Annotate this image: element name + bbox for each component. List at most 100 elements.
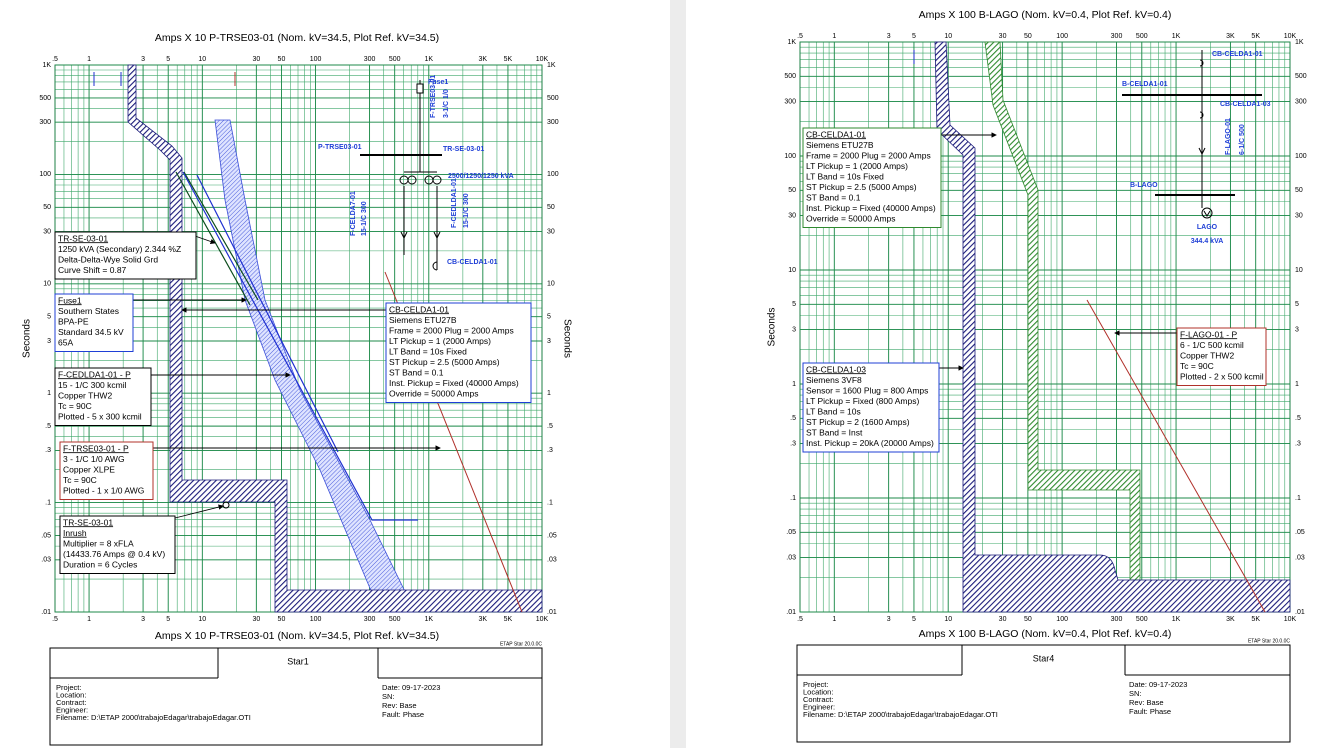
y-tick-label: 5 xyxy=(1295,301,1299,308)
footer-field: Date: 09-17-2023 xyxy=(382,683,440,692)
x-tick-label: 5K xyxy=(504,56,513,63)
label-box xyxy=(59,441,154,500)
x-tick-label: 50 xyxy=(1024,616,1032,623)
x-tick-label: 10K xyxy=(536,56,549,63)
x-tick-label: 100 xyxy=(1056,616,1068,623)
label-title: F-LAGO-01 - P xyxy=(1180,329,1237,339)
footer-field: Filename: D:\ETAP 2000\trabajoEdagar\tra… xyxy=(803,710,998,719)
x-tick-label: 500 xyxy=(389,56,401,63)
diagram-label: F-CEDLDA1-01 xyxy=(451,178,458,228)
label-line: 3 - 1/C 1/0 AWG xyxy=(63,454,125,464)
cable-curve xyxy=(1086,299,1266,613)
y-tick-label: .01 xyxy=(41,609,51,616)
label-title: CB-CELDA1-03 xyxy=(806,364,866,374)
x-tick-label: 1K xyxy=(424,616,433,623)
x-tick-label: 3K xyxy=(1226,33,1235,40)
label-line: ST Pickup = 2.5 (5000 Amps) xyxy=(806,182,917,192)
label-subtitle: Inrush xyxy=(63,528,87,538)
y-tick-label: 5 xyxy=(792,301,796,308)
arrows xyxy=(938,132,1177,371)
y-tick-label: 5 xyxy=(47,314,51,321)
diagram-label: LAGO xyxy=(1197,224,1218,231)
x-tick-label: 50 xyxy=(278,56,286,63)
x-tick-label: 1 xyxy=(832,33,836,40)
transformer-damage xyxy=(175,171,259,306)
label-line: Inst. Pickup = 20kA (20000 Amps) xyxy=(806,438,934,448)
y-tick-label: .01 xyxy=(547,609,557,616)
x-tick-label: 300 xyxy=(1111,616,1123,623)
footer-lines xyxy=(50,648,542,679)
version: ETAP Star 20.0.0C xyxy=(500,641,542,647)
label-title: CB-CELDA1-01 xyxy=(389,304,449,314)
x-tick-label: 10 xyxy=(198,56,206,63)
footer-field: Fault: Phase xyxy=(382,710,424,719)
label-line: LT Pickup = Fixed (800 Amps) xyxy=(806,396,919,406)
label-title: F-TRSE03-01 - P xyxy=(63,443,129,453)
y-tick-label: 1 xyxy=(547,390,551,397)
label-line: Override = 50000 Amps xyxy=(806,213,896,223)
y-tick-label: 100 xyxy=(1295,153,1307,160)
y-tick-label: 3 xyxy=(47,338,51,345)
y-tick-label: 500 xyxy=(1295,73,1307,80)
x-tick-label: .5 xyxy=(52,56,58,63)
label-box xyxy=(54,231,197,280)
x-tick-label: 500 xyxy=(1136,616,1148,623)
plot-title: Amps X 100 B-LAGO (Nom. kV=0.4, Plot Ref… xyxy=(919,9,1172,21)
label-line: Frame = 2000 Plug = 2000 Amps xyxy=(389,325,514,335)
label-line: Copper XLPE xyxy=(63,464,115,474)
y-tick-label: .5 xyxy=(547,423,553,430)
y-tick-label: .05 xyxy=(786,529,796,536)
x-tick-label: 1K xyxy=(1172,33,1181,40)
y-tick-label: 5 xyxy=(547,314,551,321)
diagram-label: F-CELDA7-01 xyxy=(350,191,357,236)
label-line: LT Band = 10s xyxy=(806,406,861,416)
label-line: ST Band = 0.1 xyxy=(389,367,444,377)
label-box xyxy=(59,515,176,574)
label-title: F-CEDLDA1-01 - P xyxy=(58,369,131,379)
x-tick-label: 10K xyxy=(1284,616,1297,623)
x-tick-label: 5K xyxy=(1251,33,1260,40)
label-line: Siemens ETU27B xyxy=(806,140,874,150)
label-line: Sensor = 1600 Plug = 800 Amps xyxy=(806,385,928,395)
label-box xyxy=(802,127,942,228)
y-tick-label: 500 xyxy=(547,95,559,102)
y-tick-label: 100 xyxy=(784,153,796,160)
x-tick-label: 10 xyxy=(944,33,952,40)
one-line-right xyxy=(1122,50,1262,219)
y-tick-label: 3 xyxy=(547,338,551,345)
label-line: (14433.76 Amps @ 0.4 kV) xyxy=(63,549,165,559)
x-tick-label: 1 xyxy=(832,616,836,623)
label-line: Standard 34.5 kV xyxy=(58,327,124,337)
plot-title: Amps X 10 P-TRSE03-01 (Nom. kV=34.5, Plo… xyxy=(155,630,439,642)
label-box xyxy=(802,362,940,453)
diagram-label: CB-CELDA1-01 xyxy=(447,259,498,266)
label-line: LT Band = 10s Fixed xyxy=(806,171,884,181)
x-tick-label: .5 xyxy=(797,33,803,40)
x-tick-label: 3 xyxy=(141,616,145,623)
label-line: Southern States xyxy=(58,306,119,316)
label-line: Delta-Delta-Wye Solid Grd xyxy=(58,254,158,264)
diagram-label: F-TRSE03-01 xyxy=(430,75,437,118)
x-tick-label: 50 xyxy=(278,616,286,623)
y-tick-label: .05 xyxy=(41,532,51,539)
y-tick-label: 30 xyxy=(547,228,555,235)
diagram-label: B-CELDA1-01 xyxy=(1122,81,1168,88)
x-tick-label: 30 xyxy=(252,56,260,63)
footer-star: Star4 xyxy=(1033,653,1055,663)
label-box xyxy=(385,302,532,403)
curves-left xyxy=(93,64,543,613)
y-tick-label: 300 xyxy=(39,119,51,126)
version: ETAP Star 20.0.0C xyxy=(1248,638,1290,644)
x-tick-label: 3K xyxy=(479,56,488,63)
y-tick-label: 1 xyxy=(47,390,51,397)
y-axis-label: Seconds xyxy=(767,308,778,347)
footer-field: Project: xyxy=(803,680,828,689)
y-tick-label: .03 xyxy=(786,554,796,561)
footer-field: Location: xyxy=(803,687,833,696)
y-tick-label: .05 xyxy=(547,532,557,539)
label-line: ST Pickup = 2.5 (5000 Amps) xyxy=(389,357,500,367)
label-line: Plotted - 5 x 300 kcmil xyxy=(58,411,142,421)
y-tick-label: 300 xyxy=(547,119,559,126)
diagram-label: 15-1/C 300 xyxy=(463,193,470,228)
